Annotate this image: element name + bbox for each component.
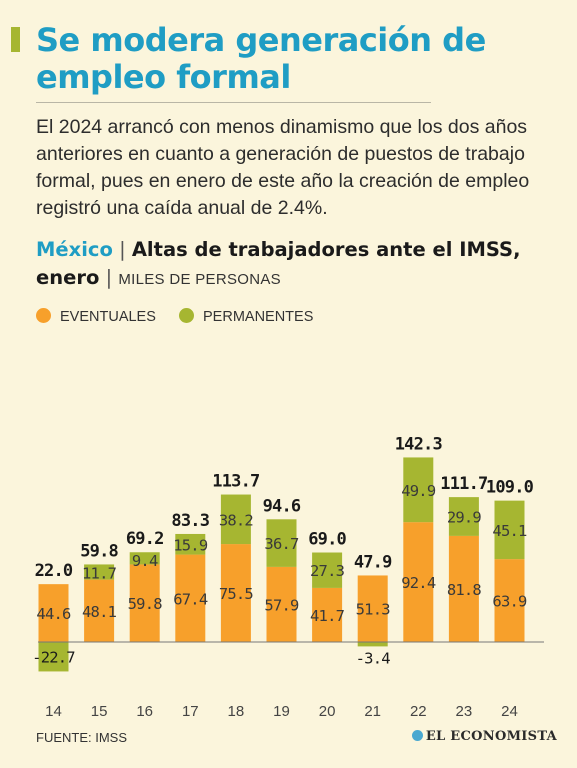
- bar-permanentes-18: [220, 494, 251, 545]
- label-permanentes-18: 38.2: [219, 511, 254, 529]
- chart-heading: México | Altas de trabajadores ante el I…: [36, 236, 566, 294]
- label-permanentes-20: 27.3: [310, 562, 345, 580]
- label-eventuales-14: 44.6: [36, 605, 71, 623]
- title-accent-bar: [11, 27, 20, 52]
- label-permanentes-22: 49.9: [401, 482, 436, 500]
- bar-permanentes-16: [129, 552, 160, 565]
- label-permanentes-23: 29.9: [447, 509, 482, 527]
- bar-eventuales-21: [357, 575, 388, 642]
- chart-country: México: [36, 238, 113, 261]
- label-eventuales-23: 81.8: [447, 581, 482, 599]
- bar-permanentes-20: [312, 552, 343, 588]
- bar-eventuales-20: [312, 587, 343, 642]
- bar-eventuales-15: [84, 579, 115, 642]
- label-eventuales-17: 67.4: [173, 590, 208, 608]
- legend-label-permanentes: PERMANENTES: [203, 309, 314, 325]
- label-total-18: 113.7: [212, 472, 259, 492]
- x-tick-22: 22: [410, 703, 427, 720]
- label-permanentes-19: 36.7: [264, 535, 299, 553]
- heading-separator: |: [119, 238, 126, 261]
- bar-eventuales-16: [129, 564, 160, 642]
- label-total-14: 22.0: [35, 561, 73, 581]
- bar-permanentes-17: [175, 533, 206, 555]
- publisher-logo: EL ECONOMISTA: [411, 729, 557, 744]
- legend-swatch-eventuales: [36, 308, 51, 323]
- bar-permanentes-23: [448, 497, 479, 536]
- label-eventuales-19: 57.9: [264, 596, 299, 614]
- legend-item-permanentes: PERMANENTES: [179, 308, 313, 325]
- x-tick-19: 19: [273, 703, 290, 720]
- label-total-23: 111.7: [440, 474, 487, 494]
- label-eventuales-24: 63.9: [492, 593, 527, 611]
- bar-permanentes-22: [403, 457, 434, 523]
- page-title: Se modera generación de empleo formal: [36, 21, 486, 96]
- x-tick-23: 23: [456, 703, 473, 720]
- label-permanentes-24: 45.1: [492, 522, 527, 540]
- legend-swatch-permanentes: [179, 308, 194, 323]
- legend-label-eventuales: EVENTUALES: [60, 309, 156, 325]
- bar-permanentes-14: [38, 642, 69, 672]
- label-total-24: 109.0: [486, 478, 534, 498]
- label-eventuales-21: 51.3: [356, 601, 391, 619]
- label-permanentes-15: 11.7: [82, 564, 117, 582]
- bar-permanentes-15: [84, 564, 115, 580]
- chart-title: Altas de trabajadores ante el IMSS, ener…: [36, 238, 521, 289]
- x-tick-14: 14: [45, 703, 62, 720]
- source-note: FUENTE: IMSS: [36, 730, 128, 745]
- bar-eventuales-19: [266, 566, 297, 642]
- bar-eventuales-23: [448, 535, 479, 642]
- label-eventuales-15: 48.1: [82, 603, 117, 621]
- label-total-16: 69.2: [126, 529, 164, 549]
- legend-item-eventuales: EVENTUALES: [36, 308, 156, 325]
- label-total-21: 47.9: [354, 552, 392, 572]
- x-tick-18: 18: [228, 703, 245, 720]
- bar-eventuales-24: [494, 559, 525, 642]
- units-separator: |: [105, 266, 113, 289]
- label-total-17: 83.3: [171, 511, 209, 531]
- label-permanentes-14: -22.7: [32, 649, 75, 667]
- subtitle: El 2024 arrancó con menos dinamismo que …: [36, 116, 530, 219]
- label-total-20: 69.0: [308, 530, 346, 550]
- label-eventuales-20: 41.7: [310, 607, 345, 625]
- label-permanentes-17: 15.9: [173, 536, 208, 554]
- bar-permanentes-19: [266, 519, 297, 567]
- label-permanentes-16: 9.4: [132, 552, 158, 570]
- x-tick-15: 15: [91, 703, 108, 720]
- label-eventuales-22: 92.4: [401, 574, 436, 592]
- chart-units: MILES DE PERSONAS: [118, 271, 281, 288]
- bar-eventuales-17: [175, 554, 206, 642]
- title-divider: [36, 102, 431, 103]
- label-eventuales-16: 59.8: [128, 595, 163, 613]
- x-tick-20: 20: [319, 703, 336, 720]
- logo-icon: [411, 730, 423, 741]
- bar-eventuales-14: [38, 584, 69, 642]
- x-tick-21: 21: [364, 703, 381, 720]
- bar-eventuales-22: [403, 522, 434, 642]
- bar-eventuales-18: [220, 544, 251, 642]
- x-tick-16: 16: [136, 703, 153, 720]
- bar-permanentes-24: [494, 500, 525, 560]
- logo-text: EL ECONOMISTA: [425, 729, 557, 744]
- label-total-19: 94.6: [263, 496, 301, 516]
- label-eventuales-18: 75.5: [219, 585, 254, 603]
- x-tick-24: 24: [501, 703, 518, 720]
- bar-permanentes-21: [357, 642, 388, 647]
- x-tick-17: 17: [182, 703, 199, 720]
- label-total-22: 142.3: [395, 434, 443, 454]
- label-total-15: 59.8: [80, 541, 118, 561]
- label-permanentes-21: -3.4: [356, 649, 391, 667]
